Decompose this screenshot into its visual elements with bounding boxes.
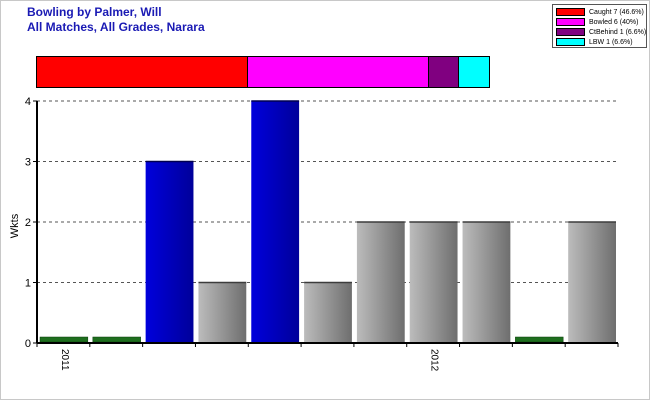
- bar: [462, 222, 511, 343]
- chart-subtitle: All Matches, All Grades, Narara: [27, 20, 205, 34]
- pct-segment-bowled: [247, 57, 429, 87]
- y-tick-label: 0: [25, 338, 31, 350]
- pct-segment-lbw: [458, 57, 489, 87]
- x-tick-label: 2012: [429, 349, 440, 372]
- legend-item-bowled: Bowled 6 (40%): [556, 18, 638, 26]
- legend-item-ctbehind: CtBehind 1 (6.6%): [556, 28, 646, 36]
- legend-label-lbw: LBW 1 (6.6%): [589, 38, 633, 46]
- legend-swatch-caught: [556, 8, 585, 16]
- legend-item-caught: Caught 7 (46.6%): [556, 8, 644, 16]
- bar: [39, 336, 89, 343]
- bar: [198, 282, 247, 343]
- legend-swatch-lbw: [556, 38, 585, 46]
- legend: Caught 7 (46.6%) Bowled 6 (40%) CtBehind…: [552, 4, 647, 48]
- pct-segment-caught: [37, 57, 248, 87]
- bar: [515, 336, 564, 343]
- pct-segment-ctbehind: [428, 57, 459, 87]
- y-tick-label: 3: [25, 157, 31, 169]
- y-axis-label: Wkts: [9, 213, 21, 238]
- legend-item-lbw: LBW 1 (6.6%): [556, 38, 633, 46]
- bar: [356, 222, 405, 343]
- bar: [304, 282, 352, 343]
- bar: [409, 222, 458, 343]
- chart-title: Bowling by Palmer, Will: [27, 5, 162, 19]
- x-tick-label: 2011: [59, 349, 70, 371]
- legend-label-caught: Caught 7 (46.6%): [589, 8, 644, 16]
- bar: [92, 336, 141, 343]
- bar: [251, 101, 300, 343]
- legend-swatch-ctbehind: [556, 28, 585, 36]
- legend-label-ctbehind: CtBehind 1 (6.6%): [589, 28, 647, 36]
- axes: 0 1 2 3 4 2011 2012: [25, 96, 619, 372]
- bar: [568, 222, 616, 343]
- legend-swatch-bowled: [556, 18, 585, 26]
- legend-label-bowled: Bowled 6 (40%): [589, 18, 639, 26]
- grid-lines: [37, 100, 618, 283]
- bar: [145, 161, 194, 343]
- y-tick-label: 4: [25, 96, 31, 108]
- bars: [39, 100, 616, 343]
- y-tick-label: 1: [25, 278, 31, 290]
- y-tick-label: 2: [25, 217, 31, 229]
- dismissal-percentage-bar: [36, 56, 490, 88]
